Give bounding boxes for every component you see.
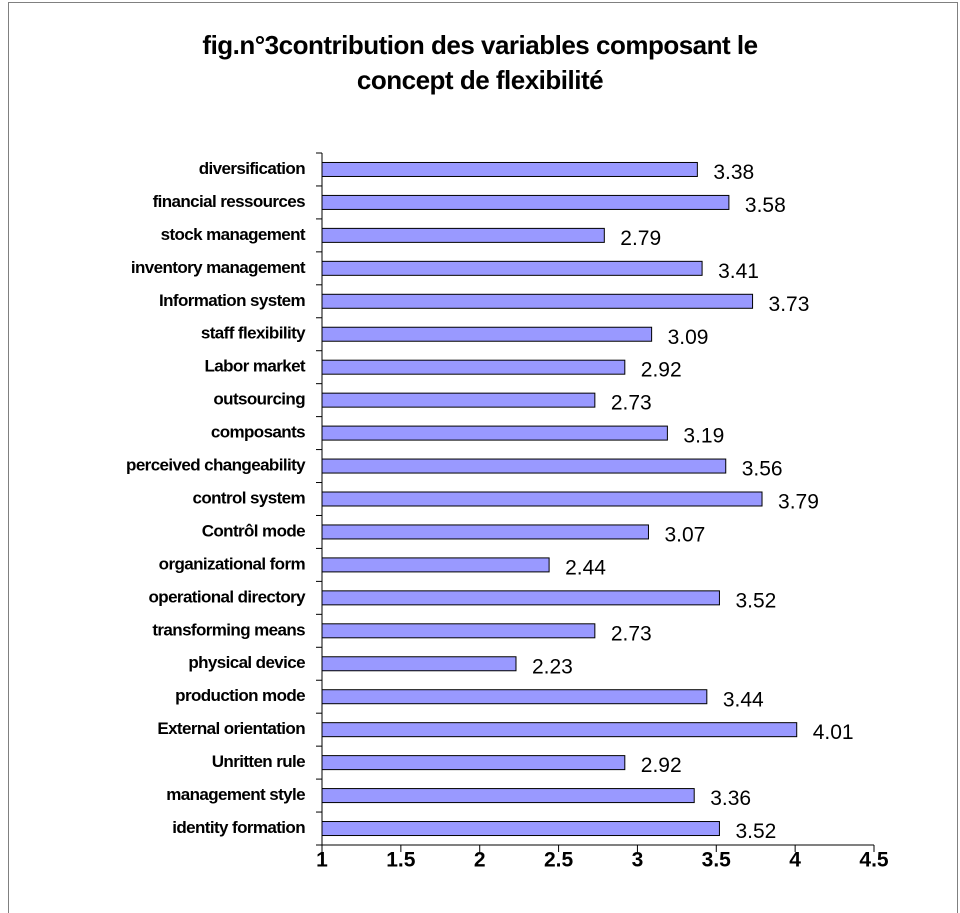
- category-label: stock management: [161, 225, 306, 244]
- bar: [321, 623, 596, 639]
- category-label: organizational form: [159, 554, 306, 573]
- bar: [321, 590, 720, 606]
- value-label: 3.07: [664, 523, 705, 546]
- bar: [321, 260, 703, 276]
- x-tick-label: 1.5: [386, 849, 416, 872]
- category-label: financial ressources: [153, 192, 306, 211]
- category-label: outsourcing: [213, 390, 305, 409]
- chart-title: fig.n°3contribution des variables compos…: [202, 30, 758, 95]
- category-label: Unritten rule: [212, 752, 305, 771]
- value-label: 3.79: [778, 491, 819, 514]
- category-label: External orientation: [157, 719, 305, 738]
- value-label: 3.41: [718, 260, 759, 283]
- bar: [321, 788, 695, 804]
- category-label: staff flexibility: [201, 324, 306, 343]
- x-tick-label: 3.5: [702, 849, 732, 872]
- x-tick-label: 4.5: [859, 849, 889, 872]
- value-label: 2.44: [565, 556, 606, 579]
- bar: [321, 491, 763, 507]
- bar: [321, 458, 727, 474]
- value-label: 2.23: [532, 655, 573, 678]
- value-label: 3.73: [769, 293, 810, 316]
- category-label: perceived changeability: [126, 456, 306, 475]
- bar: [321, 326, 653, 342]
- category-label: identity formation: [172, 818, 305, 837]
- category-label: operational directory: [149, 587, 307, 606]
- value-label: 3.56: [742, 458, 783, 481]
- bar: [321, 524, 649, 540]
- category-label: management style: [166, 785, 305, 804]
- value-label: 2.73: [611, 392, 652, 415]
- category-label: control system: [192, 488, 305, 507]
- value-label: 4.01: [813, 721, 854, 744]
- category-label: Labor market: [204, 357, 305, 376]
- x-tick-label: 4: [789, 849, 801, 872]
- bar: [321, 293, 754, 309]
- bar: [321, 359, 626, 375]
- value-label: 2.73: [611, 622, 652, 645]
- x-tick-label: 2.5: [544, 849, 574, 872]
- bar: [321, 392, 596, 408]
- category-label: inventory management: [131, 258, 306, 277]
- value-label: 2.92: [641, 754, 682, 777]
- value-label: 3.58: [745, 194, 786, 217]
- value-label: 3.52: [735, 820, 776, 843]
- category-label: Information system: [159, 291, 305, 310]
- value-label: 2.92: [641, 359, 682, 382]
- x-tick-label: 1: [316, 849, 328, 872]
- chart-border: [8, 2, 958, 913]
- category-label: diversification: [199, 159, 305, 178]
- category-label: Contrôl mode: [202, 521, 305, 540]
- value-label: 3.38: [713, 161, 754, 184]
- category-label: transforming means: [152, 620, 305, 639]
- bar: [321, 425, 668, 441]
- value-label: 3.52: [735, 589, 776, 612]
- category-label: production mode: [175, 686, 305, 705]
- category-label: composants: [211, 423, 305, 442]
- x-tick-label: 2: [474, 849, 486, 872]
- bar: [321, 722, 798, 738]
- value-label: 3.36: [710, 787, 751, 810]
- value-label: 2.79: [620, 227, 661, 250]
- bar: [321, 656, 517, 672]
- bar: [321, 161, 698, 177]
- bar: [321, 227, 605, 243]
- bar: [321, 755, 626, 771]
- bar: [321, 689, 708, 705]
- value-label: 3.09: [668, 326, 709, 349]
- value-label: 3.19: [683, 425, 724, 448]
- bar: [321, 194, 730, 210]
- category-label: physical device: [188, 653, 305, 672]
- value-label: 3.44: [723, 688, 764, 711]
- bar: [321, 557, 550, 573]
- x-tick-label: 3: [632, 849, 644, 872]
- bar: [321, 821, 720, 837]
